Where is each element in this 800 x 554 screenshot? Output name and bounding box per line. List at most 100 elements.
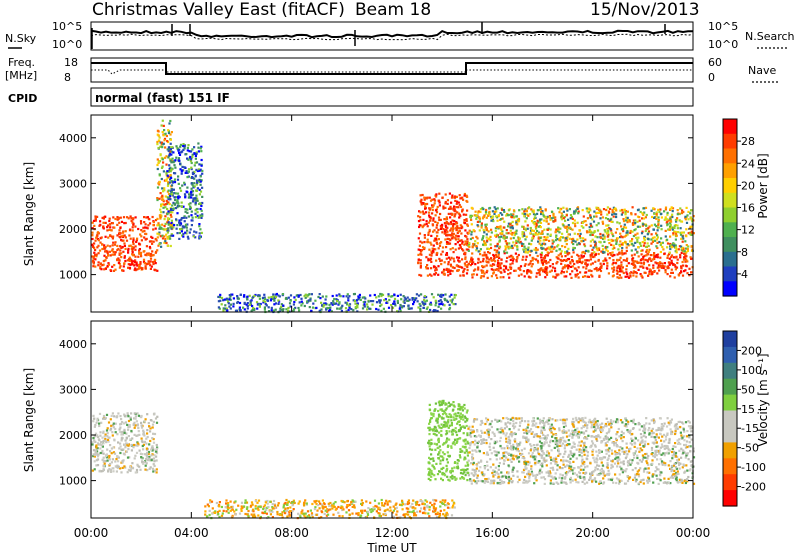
echo-cell xyxy=(142,260,146,263)
echo-cell xyxy=(555,249,558,252)
echo-cell xyxy=(457,230,460,233)
echo-cell xyxy=(161,194,164,197)
echo-cell xyxy=(119,426,122,429)
echo-cell xyxy=(689,225,692,228)
echo-cell xyxy=(166,170,169,173)
echo-cell xyxy=(168,167,171,170)
echo-cell xyxy=(524,468,527,471)
echo-cell xyxy=(179,189,183,192)
echo-cell xyxy=(450,301,454,304)
echo-cell xyxy=(677,248,680,251)
echo-cell xyxy=(197,168,200,171)
echo-cell xyxy=(688,445,691,448)
echo-cell xyxy=(455,234,458,237)
echo-cell xyxy=(102,216,106,219)
echo-cell xyxy=(589,209,592,212)
echo-cell xyxy=(357,298,360,301)
echo-cell xyxy=(435,267,438,270)
echo-cell xyxy=(554,230,557,233)
echo-cell xyxy=(673,276,676,279)
echo-cell xyxy=(121,246,124,249)
echo-cell xyxy=(579,475,582,478)
echo-cell xyxy=(467,244,470,247)
echo-cell xyxy=(459,224,462,227)
echo-cell xyxy=(651,240,654,243)
echo-cell xyxy=(651,272,654,275)
echo-cell xyxy=(443,425,447,428)
echo-cell xyxy=(285,296,288,300)
echo-cell xyxy=(609,421,612,424)
echo-cell xyxy=(547,261,550,264)
echo-cell xyxy=(483,265,486,268)
echo-cell xyxy=(441,459,445,462)
echo-cell xyxy=(432,459,435,462)
echo-cell xyxy=(679,231,682,234)
y-tick-label: 3000 xyxy=(59,177,87,190)
echo-cell xyxy=(591,448,595,451)
echo-cell xyxy=(685,247,688,250)
echo-cell xyxy=(631,206,634,209)
echo-cell xyxy=(166,190,169,193)
echo-cell xyxy=(690,245,693,248)
echo-cell xyxy=(508,276,511,279)
echo-cell xyxy=(533,223,536,226)
echo-cell xyxy=(639,467,642,470)
echo-cell xyxy=(491,218,494,221)
echo-cell xyxy=(108,250,111,253)
echo-cell xyxy=(116,433,119,436)
echo-cell xyxy=(167,131,171,135)
echo-cell xyxy=(289,299,292,302)
echo-cell xyxy=(663,262,666,265)
echo-cell xyxy=(503,237,506,240)
echo-cell xyxy=(427,473,430,476)
echo-cell xyxy=(163,189,166,192)
echo-cell xyxy=(191,219,194,222)
echo-cell xyxy=(490,268,493,271)
echo-cell xyxy=(154,219,158,222)
echo-cell xyxy=(608,242,611,245)
echo-cell xyxy=(476,224,479,227)
echo-cell xyxy=(133,433,136,436)
echo-cell xyxy=(95,452,98,455)
echo-cell xyxy=(590,253,593,256)
echo-cell xyxy=(503,220,506,223)
echo-cell xyxy=(599,241,602,244)
echo-cell xyxy=(361,307,365,310)
echo-cell xyxy=(465,424,468,428)
echo-cell xyxy=(432,204,435,207)
colorbar-swatch xyxy=(723,266,737,282)
echo-cell xyxy=(438,303,441,306)
echo-cell xyxy=(420,198,423,201)
echo-cell xyxy=(123,443,126,446)
echo-cell xyxy=(641,217,644,220)
echo-cell xyxy=(580,225,583,228)
echo-cell xyxy=(554,216,557,219)
echo-cell xyxy=(187,158,190,161)
echo-cell xyxy=(605,208,608,212)
echo-cell xyxy=(602,260,605,263)
echo-cell xyxy=(115,415,118,419)
echo-cell xyxy=(618,258,621,261)
echo-cell xyxy=(602,262,605,266)
echo-cell xyxy=(609,252,612,255)
echo-cell xyxy=(598,268,602,271)
echo-cell xyxy=(274,308,277,311)
echo-cell xyxy=(377,295,380,298)
echo-cell xyxy=(150,265,153,268)
echo-cell xyxy=(165,172,168,175)
echo-cell xyxy=(608,428,611,431)
echo-cell xyxy=(424,302,427,305)
echo-cell xyxy=(372,300,375,303)
echo-cell xyxy=(412,301,416,304)
echo-cell xyxy=(687,210,690,213)
echo-cell xyxy=(450,424,453,427)
echo-cell xyxy=(164,132,167,135)
echo-cell xyxy=(621,243,624,246)
echo-cell xyxy=(200,209,203,212)
echo-cell xyxy=(625,419,628,422)
echo-cell xyxy=(589,216,592,219)
echo-cell xyxy=(229,307,232,310)
echo-cell xyxy=(420,293,423,296)
echo-cell xyxy=(664,438,668,441)
echo-cell xyxy=(199,236,202,239)
